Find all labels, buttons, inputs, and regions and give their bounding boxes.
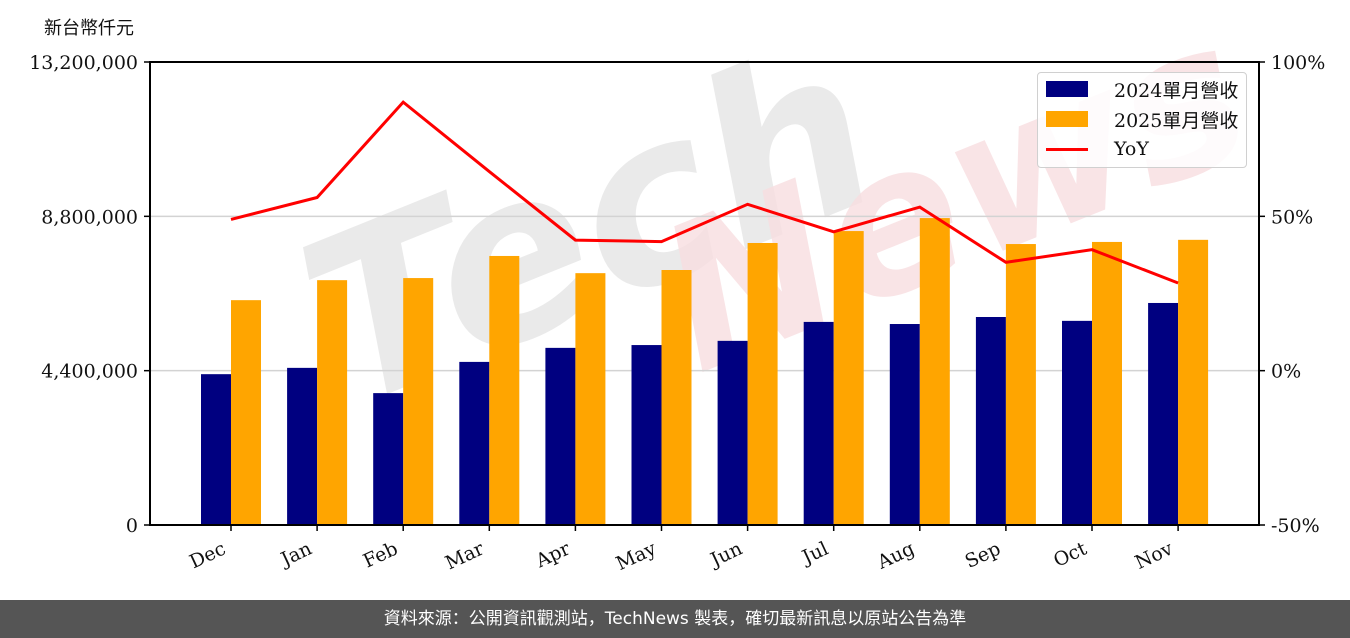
right-tick-label: 50% [1271,206,1313,228]
bar-series [201,218,1209,525]
x-tick-label: Sep [962,538,1004,573]
source-footer: 資料來源：公開資訊觀測站，TechNews 製表，確切最新訊息以原站公告為準 [0,600,1350,638]
right-tick-label: 100% [1271,52,1325,74]
bar-2025 [661,269,692,525]
bar-2024 [287,367,318,525]
bar-2024 [201,374,231,525]
bar-2025 [575,273,606,525]
legend-item-2024: 2024單月營收 [1046,77,1239,102]
bar-2024 [717,340,748,525]
bar-2025 [747,242,778,525]
left-tick-label: 0 [126,515,138,537]
legend-swatch-2025 [1046,111,1088,127]
bar-2024 [889,324,920,525]
x-tick-label: Apr [532,537,575,573]
x-tick-label: Aug [873,538,918,574]
x-tick-label: Dec [186,538,229,574]
x-tick-label: Nov [1132,537,1177,573]
bar-2025 [919,218,950,525]
legend-label-2024: 2024單月營收 [1114,79,1239,102]
legend-item-2025: 2025單月營收 [1046,107,1239,132]
legend-line-yoy [1046,147,1088,151]
bar-2025 [1092,241,1122,525]
bar-2024 [631,345,662,525]
yoy-line [230,100,1179,285]
bar-2024 [545,347,576,525]
left-tick-label: 13,200,000 [29,52,138,74]
x-tick-label: Feb [360,538,402,573]
bar-2025 [317,280,348,525]
bar-2024 [373,393,404,525]
plot-frame [149,61,1260,526]
bar-2025 [489,255,520,525]
bar-2025 [1178,239,1209,525]
bar-2024 [459,361,490,525]
x-tick-label: Jul [797,538,832,570]
legend-label-2025: 2025單月營收 [1114,109,1239,132]
bar-2024 [1062,320,1092,525]
right-tick-label: 0% [1271,361,1301,383]
bar-2025 [833,231,864,525]
x-tick-label: Mar [442,537,488,574]
left-tick-label: 4,400,000 [41,361,138,383]
x-tick-label: Jun [706,538,746,572]
legend: 2024單月營收 2025單月營收 YoY [1037,72,1247,168]
legend-label-yoy: YoY [1114,138,1149,160]
bar-2024 [975,317,1006,525]
bar-2024 [1148,302,1179,525]
y-axis-unit-label: 新台幣仟元 [44,18,134,39]
bar-2025 [1005,244,1036,525]
right-tick-label: -50% [1271,515,1320,537]
left-tick-label: 8,800,000 [41,206,138,228]
bar-2025 [231,300,261,525]
x-tick-label: Oct [1050,537,1090,571]
x-tick-label: May [613,537,660,575]
legend-swatch-2024 [1046,81,1088,97]
x-tick-label: Jan [276,538,315,572]
revenue-chart: TechNews 04,400,0008,800,00013,200,000-5… [29,0,1325,575]
legend-item-yoy: YoY [1046,137,1149,161]
yoy-polyline [230,100,1179,285]
bar-2025 [403,278,434,525]
bar-2024 [803,321,834,525]
